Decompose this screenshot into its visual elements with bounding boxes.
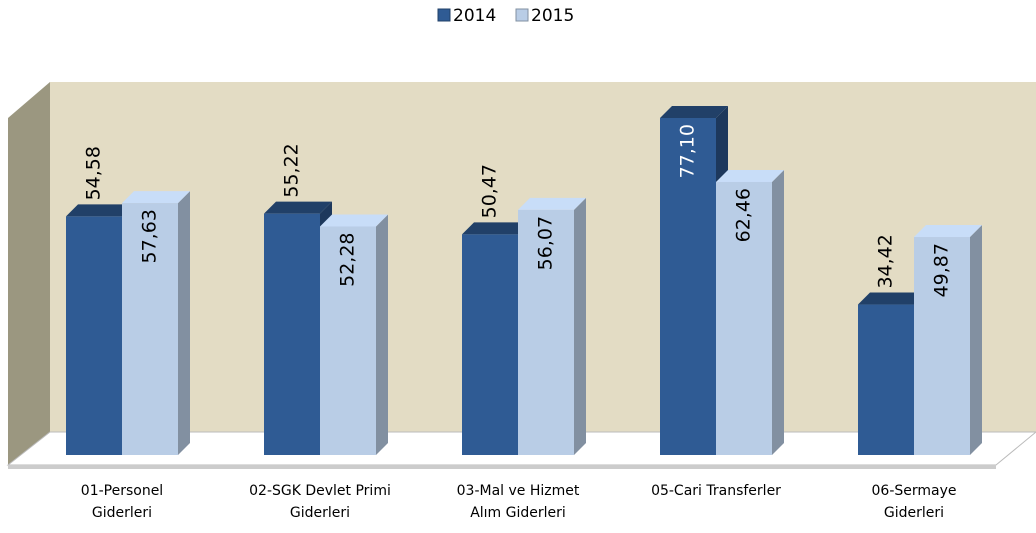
bar-top [66, 204, 134, 217]
data-label: 50,47 [479, 164, 501, 218]
data-label: 62,46 [733, 188, 755, 242]
bar [122, 203, 178, 455]
data-label: 77,10 [677, 124, 699, 178]
bar [518, 209, 574, 455]
bar-side [970, 225, 982, 455]
x-tick-label: 05-Cari Transferler [651, 483, 781, 499]
bar-top [264, 201, 332, 214]
bar-side [574, 197, 586, 455]
x-tick-label: 03-Mal ve Hizmet Alım Giderleri [456, 483, 580, 521]
bar [320, 226, 376, 455]
bar [462, 234, 518, 455]
x-tick-label: 01-Personel Giderleri [80, 483, 164, 521]
data-label: 49,87 [931, 243, 953, 297]
bar [264, 213, 320, 455]
bar-side [376, 214, 388, 455]
bar-top [914, 225, 982, 238]
legend-label: 2014 [453, 6, 496, 26]
bar-top [660, 106, 728, 118]
legend-label: 2015 [531, 6, 574, 26]
bar-top [858, 292, 926, 305]
bar-side [772, 169, 784, 455]
data-label: 52,28 [337, 232, 359, 286]
bar [716, 181, 772, 455]
floor-edge [8, 465, 996, 469]
bar-side [178, 191, 190, 455]
bar [858, 304, 914, 455]
bar-top [320, 214, 388, 227]
data-label: 55,22 [281, 143, 303, 197]
data-label: 54,58 [83, 146, 105, 200]
data-label: 56,07 [535, 216, 557, 270]
bar-top [716, 169, 784, 182]
bar-top [518, 197, 586, 210]
bar [914, 237, 970, 455]
bar-top [122, 191, 190, 204]
bar-top [462, 222, 530, 235]
legend-swatch [437, 8, 451, 22]
bar [660, 118, 716, 455]
bar [66, 216, 122, 455]
x-tick-label: 02-SGK Devlet Primi Giderleri [249, 483, 391, 521]
x-tick-label: 06-Sermaye Giderleri [871, 483, 957, 521]
side-wall [8, 82, 50, 465]
legend-swatch [515, 8, 529, 22]
data-label: 57,63 [139, 209, 161, 263]
data-label: 34,42 [875, 234, 897, 288]
